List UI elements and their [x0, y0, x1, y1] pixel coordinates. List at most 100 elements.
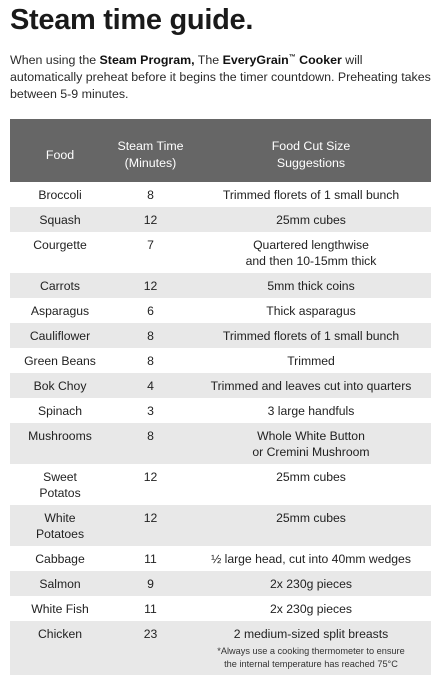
food-name: Mushrooms [28, 429, 92, 443]
food-cell: Mushrooms [10, 423, 110, 464]
cut-size-text: Trimmed florets of 1 small bunch [222, 188, 400, 202]
cut-size-text: 25mm cubes [276, 470, 346, 484]
food-name: White [44, 511, 76, 525]
steam-time-cell: 7 [147, 238, 154, 252]
food-cell: Sweet Potatos [10, 464, 110, 505]
food-cell: Chicken [10, 621, 110, 675]
page-title: Steam time guide. [10, 4, 254, 36]
food-cell: Courgette [10, 232, 110, 273]
food-cell: Asparagus [10, 298, 110, 323]
food-name: Broccoli [38, 188, 82, 202]
thermometer-note: *Always use a cooking thermometer to ens… [193, 645, 429, 671]
cut-size-text: ½ large head, cut into 40mm wedges [211, 552, 411, 566]
cut-size-cell: 2x 230g pieces [191, 596, 431, 621]
cut-size-cell: 25mm cubes [191, 207, 431, 232]
note-line: *Always use a cooking thermometer to ens… [217, 646, 405, 656]
food-cell: Cabbage [10, 546, 110, 571]
header-cut-size-line1: Food Cut Size [271, 139, 351, 153]
food-name: Potatoes [35, 527, 85, 541]
table-row: Sweet Potatos 12 25mm cubes [10, 464, 431, 505]
table-row: Carrots 12 5mm thick coins [10, 273, 431, 298]
cut-size-text: or Cremini Mushroom [252, 445, 370, 459]
table-row: Cabbage 11 ½ large head, cut into 40mm wed… [10, 546, 431, 571]
food-name: Salmon [39, 577, 81, 591]
table-row: Courgette 7 Quartered lengthwise and then 1… [10, 232, 431, 273]
cut-size-cell: Trimmed and leaves cut into quarters [191, 373, 431, 398]
table-row: White Potatoes 12 25mm cubes [10, 505, 431, 546]
steam-time-cell: 11 [144, 602, 157, 616]
cut-size-cell: 25mm cubes [191, 464, 431, 505]
cut-size-cell: 2 medium-sized split breasts *Always use … [191, 621, 431, 675]
food-cell: White Potatoes [10, 505, 110, 546]
steam-time-cell: 8 [110, 323, 191, 348]
food-cell: Salmon [10, 571, 110, 596]
table-row: White Fish 11 2x 230g pieces [10, 596, 431, 621]
header-cut-size: Food Cut Size Suggestions [191, 119, 431, 182]
steam-time-cell: 8 [110, 423, 191, 464]
intro-text-1: When using the [10, 53, 100, 67]
steam-time-cell: 8 [147, 354, 154, 368]
table-row: Salmon 9 2x 230g pieces [10, 571, 431, 596]
cut-size-cell: Whole White Button or Cremini Mushroom [191, 423, 431, 464]
header-steam-time: Steam Time (Minutes) [110, 119, 191, 182]
food-name: Sweet [43, 470, 77, 484]
cut-size-cell: Quartered lengthwise and then 10-15mm thi… [191, 232, 431, 273]
intro-text-3: will automatically preheat before it beg… [10, 53, 431, 101]
cut-size-text: 5mm thick coins [267, 279, 355, 293]
food-name: Squash [39, 213, 81, 227]
steam-time-cell: 9 [110, 571, 191, 596]
steam-time-cell: 12 [110, 505, 191, 546]
table-row: Bok Choy 4 Trimmed and leaves cut into qua… [10, 373, 431, 398]
cut-size-text: 25mm cubes [276, 213, 346, 227]
cut-size-text: Trimmed [287, 354, 335, 368]
steam-time-cell: 12 [143, 470, 158, 484]
table-row: Mushrooms 8 Whole White Button or Cremini M… [10, 423, 431, 464]
trademark-symbol: ™ [288, 53, 296, 61]
food-name: Green Beans [24, 354, 96, 368]
food-name: Chicken [37, 627, 83, 641]
table-row: Cauliflower 8 Trimmed florets of 1 small b… [10, 323, 431, 348]
food-name: Spinach [37, 404, 83, 418]
steam-time-cell: 23 [110, 621, 191, 675]
intro-program-name: Steam Program, [99, 53, 195, 67]
cut-size-text: Quartered lengthwise [253, 238, 369, 252]
food-name: Asparagus [30, 304, 90, 318]
cut-size-text: Thick asparagus [266, 304, 356, 318]
table-row: Spinach 3 3 large handfuls [10, 398, 431, 423]
food-name: Potatos [39, 486, 81, 500]
food-cell: Squash [10, 207, 110, 232]
cut-size-cell: Thick asparagus [191, 298, 431, 323]
food-name: Courgette [33, 238, 87, 252]
cut-size-text: and then 10-15mm thick [245, 254, 377, 268]
steam-time-cell: 3 [147, 404, 154, 418]
cut-size-cell: Trimmed florets of 1 small bunch [191, 182, 431, 207]
food-name: White Fish [31, 602, 89, 616]
header-food: Food [10, 119, 110, 182]
header-cut-size-line2: Suggestions [276, 156, 346, 170]
intro-brand-name: EveryGrain™ Cooker [223, 53, 342, 67]
cut-size-cell: ½ large head, cut into 40mm wedges [191, 546, 431, 571]
table-row: Chicken 23 2 medium-sized split breasts *Al… [10, 621, 431, 675]
cut-size-text: 2 medium-sized split breasts [233, 627, 389, 641]
table-row: Asparagus 6 Thick asparagus [10, 298, 431, 323]
steam-time-cell: 8 [147, 188, 154, 202]
steam-time-cell: 6 [147, 304, 154, 318]
food-name: Cabbage [35, 552, 85, 566]
cut-size-text: 25mm cubes [276, 511, 346, 525]
cut-size-cell: 25mm cubes [191, 505, 431, 546]
cut-size-text: 3 large handfuls [267, 404, 355, 418]
food-cell: White Fish [10, 596, 110, 621]
food-cell: Broccoli [10, 182, 110, 207]
cut-size-cell: 5mm thick coins [191, 273, 431, 298]
table-header-row: Food Steam Time (Minutes) Food Cut Size Su… [10, 119, 431, 182]
intro-brand-word-2: Cooker [295, 53, 342, 67]
header-steam-time-line2: (Minutes) [124, 156, 177, 170]
food-cell: Bok Choy [10, 373, 110, 398]
food-name: Cauliflower [29, 329, 91, 343]
intro-paragraph: When using the Steam Program, The EveryG… [10, 52, 435, 103]
table-row: Squash 12 25mm cubes [10, 207, 431, 232]
food-cell: Green Beans [10, 348, 110, 373]
steam-time-cell: 12 [110, 207, 191, 232]
food-cell: Spinach [10, 398, 110, 423]
